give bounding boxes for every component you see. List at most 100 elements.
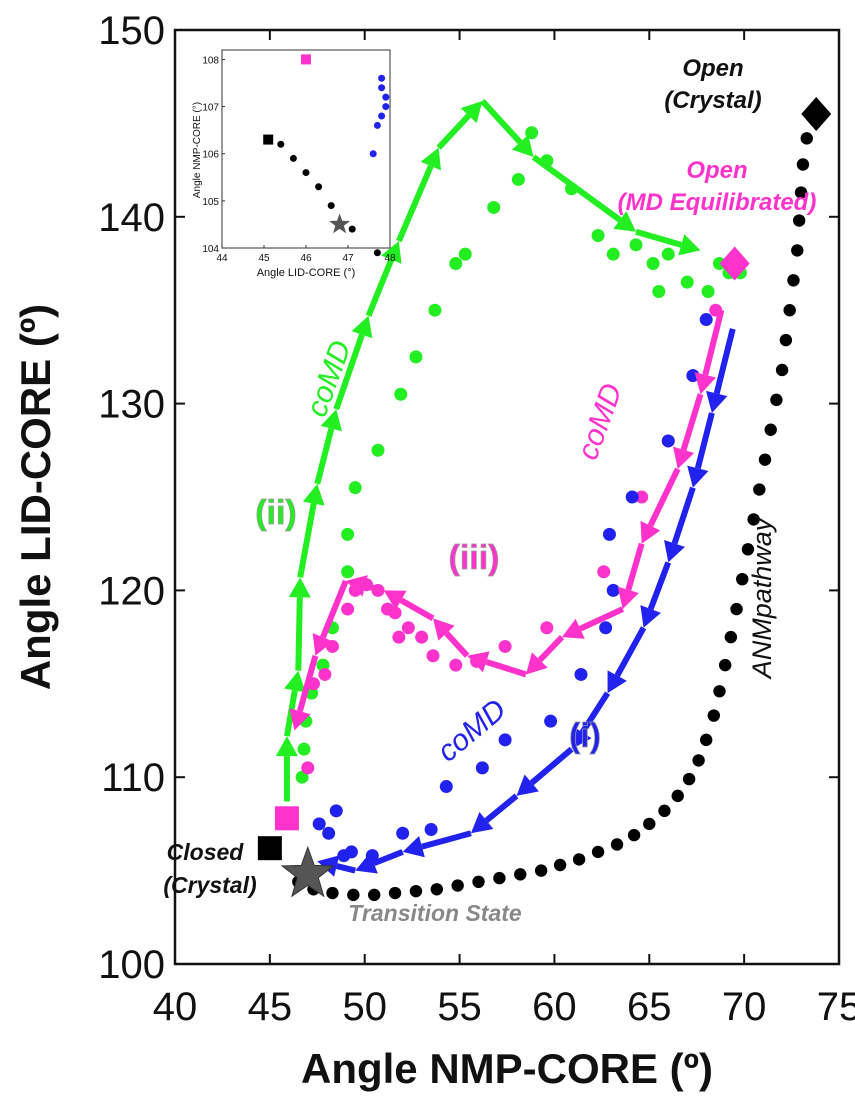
data-point <box>341 565 355 579</box>
data-point <box>371 443 385 457</box>
arrow-segment <box>537 635 565 663</box>
data-point <box>322 826 336 840</box>
arrow-head <box>470 812 494 834</box>
data-point <box>800 132 813 145</box>
inset-data-point <box>373 121 381 129</box>
arrow-segment <box>579 691 611 734</box>
arrow-segment <box>531 154 622 223</box>
x-tick-label: 70 <box>722 985 767 1029</box>
marker-open_crystal <box>801 97 832 132</box>
arrow-head <box>694 372 717 395</box>
arrow-head <box>351 315 373 339</box>
data-point <box>753 483 766 496</box>
data-point <box>493 871 506 885</box>
data-point <box>747 513 760 526</box>
x-axis-title: Angle NMP-CORE (º) <box>301 1045 713 1092</box>
arrow-head <box>687 465 709 488</box>
inset-x-tick-label: 44 <box>216 253 228 264</box>
arrow-head <box>516 774 539 796</box>
arrow-head <box>678 234 701 256</box>
data-point <box>661 434 675 448</box>
arrow-head <box>383 590 407 610</box>
arrow-segment <box>647 561 672 611</box>
data-point <box>792 214 806 227</box>
data-point <box>540 621 554 635</box>
data-point <box>574 667 588 681</box>
state-markers <box>257 97 832 898</box>
data-point <box>796 158 810 171</box>
arrow-head <box>345 575 368 597</box>
arrow-head <box>402 836 425 858</box>
data-point <box>682 772 696 786</box>
arrow-segment <box>421 830 472 850</box>
annotation-open-md-line2: (MD Equilibrated) <box>618 189 817 216</box>
arrow-segment <box>671 486 696 545</box>
arrow-segment <box>436 113 471 150</box>
inset-y-tick-label: 107 <box>202 103 219 114</box>
arrow-head <box>381 241 402 264</box>
data-point <box>415 630 429 644</box>
data-point <box>713 685 726 698</box>
x-tick-label: 60 <box>532 985 577 1029</box>
data-point <box>326 886 339 900</box>
data-point <box>553 858 567 872</box>
arrow-segment <box>713 328 736 395</box>
y-axis-title: Angle LID-CORE (º) <box>12 304 59 690</box>
data-point <box>783 304 796 317</box>
arrow-head <box>302 483 325 506</box>
data-point <box>401 621 415 635</box>
data-point <box>392 630 406 644</box>
data-point <box>534 864 548 877</box>
data-point <box>794 186 808 199</box>
arrow-head <box>613 211 637 232</box>
data-point <box>671 789 684 803</box>
data-point <box>487 200 501 214</box>
data-point <box>730 602 743 616</box>
arrow-head <box>320 409 342 432</box>
inset-marker-closed <box>263 134 274 145</box>
annotation-anm-pathway: ANMpathway <box>747 516 777 680</box>
arrow-head <box>640 605 661 628</box>
path-arrows <box>275 98 736 877</box>
arrow-segment <box>372 849 404 867</box>
inset-x-tick-label: 46 <box>300 253 312 264</box>
data-point <box>409 350 423 364</box>
data-point <box>787 274 800 287</box>
arrow-segment <box>297 503 317 578</box>
data-point <box>297 742 311 756</box>
arrow-head <box>284 670 306 693</box>
inset-x-tick-label: 45 <box>258 253 270 264</box>
data-point <box>544 714 558 728</box>
x-tick-label: 50 <box>342 985 387 1029</box>
inset-frame <box>221 49 391 249</box>
inset-data-point <box>315 183 323 191</box>
data-point <box>606 583 620 597</box>
inset-y-tick-label: 108 <box>202 55 219 66</box>
x-tick-label: 55 <box>437 985 482 1029</box>
data-point <box>652 285 666 299</box>
arrow-head <box>673 446 695 469</box>
data-point <box>424 823 438 837</box>
arrow-segment <box>365 258 395 317</box>
annotation-transition-state: Transition State <box>348 900 522 926</box>
data-point <box>700 733 713 747</box>
y-tick-label: 150 <box>98 9 165 53</box>
arrow-head <box>706 390 728 413</box>
inset-data-point <box>289 154 297 162</box>
data-point <box>295 770 309 784</box>
arrow-segment <box>396 164 434 243</box>
data-point <box>625 490 639 504</box>
arrow-head <box>571 726 592 750</box>
inset-data-point <box>378 84 386 92</box>
marker-closed <box>257 836 282 861</box>
arrow-segment <box>297 654 319 713</box>
annotation-closed-line2: (Crystal) <box>163 872 256 898</box>
data-point <box>758 453 772 466</box>
arrow-head <box>355 853 378 874</box>
arrow-segment <box>364 582 385 594</box>
data-point <box>629 238 643 252</box>
data-point <box>627 828 641 842</box>
data-point <box>388 886 402 900</box>
